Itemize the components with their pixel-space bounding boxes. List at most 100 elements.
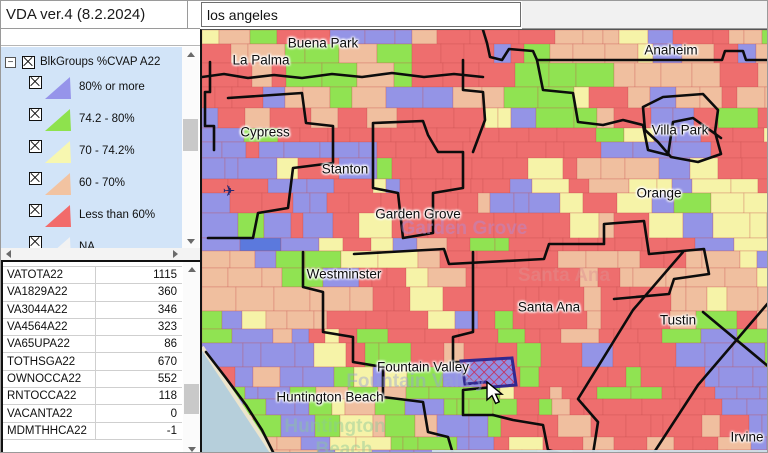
field-value-cell: 552 — [95, 370, 182, 388]
left-panel: − BlkGroups %CVAP A22 80% or more 74.2 - … — [1, 29, 200, 452]
table-row[interactable]: VACANTA22 0 — [3, 405, 182, 423]
city-label: Villa Park — [651, 122, 709, 138]
table-row[interactable]: VA1829A22 360 — [3, 284, 182, 302]
city-label: Garden Grove — [375, 206, 461, 222]
legend-item-checkbox-icon[interactable] — [29, 140, 42, 153]
legend-vscrollbar[interactable] — [182, 47, 199, 248]
field-value-cell: 86 — [95, 336, 182, 353]
field-name-cell: VA3044A22 — [7, 303, 68, 316]
city-watermark-label: Santa Ana — [517, 265, 611, 286]
legend-item-label: NA — [79, 241, 95, 248]
attribute-table: VATOTA22 1115 VA1829A22 360 VA3044A22 346 VA45… — [1, 260, 200, 452]
city-label: Santa Ana — [517, 299, 581, 315]
legend-item: 74.2 - 80% — [1, 105, 182, 137]
field-name-cell: VATOTA22 — [7, 269, 64, 282]
table-row[interactable]: VA4564A22 323 — [3, 318, 182, 337]
scroll-left-icon[interactable] — [1, 248, 15, 260]
field-name-cell: OWNOCCA22 — [7, 372, 82, 385]
city-label: Anaheim — [644, 42, 698, 58]
field-value-cell: 360 — [95, 284, 182, 301]
legend-item: Less than 60% — [1, 201, 182, 233]
table-row[interactable]: RNTOCCA22 118 — [3, 388, 182, 406]
field-value-cell: 670 — [95, 353, 182, 370]
field-value-cell: 346 — [95, 301, 182, 318]
legend-color-swatch — [45, 205, 71, 227]
city-label: Tustin — [659, 312, 697, 328]
legend-vscroll-thumb[interactable] — [183, 119, 198, 151]
titlebar-gap — [188, 1, 200, 29]
legend-item-checkbox-icon[interactable] — [29, 204, 42, 217]
field-name-cell: VA1829A22 — [7, 286, 68, 299]
legend-hscrollbar[interactable] — [1, 248, 182, 260]
legend-item: NA — [1, 233, 182, 248]
legend-item-label: 80% or more — [79, 81, 145, 93]
legend-item: 70 - 74.2% — [1, 137, 182, 169]
field-value-cell: -1 — [95, 422, 182, 439]
legend-panel: − BlkGroups %CVAP A22 80% or more 74.2 - … — [1, 47, 182, 248]
legend-color-swatch — [45, 141, 71, 163]
field-value-cell: 118 — [95, 388, 182, 405]
topbar-empty-area — [522, 1, 767, 29]
field-name-cell: RNTOCCA22 — [7, 390, 77, 403]
legend-layer-row[interactable]: − BlkGroups %CVAP A22 — [1, 47, 182, 73]
field-name-cell: VA4564A22 — [7, 321, 68, 334]
legend-item-checkbox-icon[interactable] — [29, 172, 42, 185]
airport-icon: ✈ — [222, 183, 236, 200]
scroll-down-icon[interactable] — [183, 442, 200, 452]
search-input[interactable] — [201, 2, 521, 27]
legend-item-label: 74.2 - 80% — [79, 113, 135, 125]
field-value-cell: 0 — [95, 405, 182, 422]
city-label: Cypress — [240, 124, 290, 140]
collapse-icon[interactable]: − — [5, 56, 16, 68]
city-label: Orange — [636, 185, 682, 201]
legend-color-swatch — [45, 109, 71, 131]
city-label: Westminster — [306, 266, 382, 282]
legend-item-checkbox-icon[interactable] — [29, 236, 42, 248]
city-watermark-label: Fountain Valley — [346, 371, 486, 392]
map-hscrollbar[interactable] — [432, 450, 767, 452]
table-row[interactable]: VA65UPA22 86 — [3, 336, 182, 354]
table-row[interactable]: TOTHSGA22 670 — [3, 353, 182, 371]
city-label: Fountain Valley — [376, 359, 470, 375]
legend-item-label: Less than 60% — [79, 209, 156, 221]
map-viewport[interactable]: Garden Grove Santa Ana Fountain Valley Hunt… — [200, 29, 767, 453]
field-name-cell: TOTHSGA22 — [7, 355, 76, 368]
legend-item-label: 70 - 74.2% — [79, 145, 135, 157]
city-label: Irvine — [730, 429, 764, 445]
legend-color-swatch — [45, 77, 71, 99]
legend-color-swatch — [45, 173, 71, 195]
field-name-cell: VACANTA22 — [7, 407, 73, 420]
table-row[interactable]: VATOTA22 1115 — [3, 267, 182, 285]
legend-item: 80% or more — [1, 73, 182, 105]
legend-item-checkbox-icon[interactable] — [29, 108, 42, 121]
table-vscrollbar[interactable] — [183, 262, 200, 452]
scroll-up-icon[interactable] — [183, 262, 200, 276]
table-row[interactable]: MDMTHHCA22 -1 — [3, 422, 182, 440]
field-value-cell: 1115 — [95, 267, 182, 284]
legend-item-checkbox-icon[interactable] — [29, 76, 42, 89]
city-watermark-label: Beach — [315, 439, 373, 453]
table-vscroll-thumb[interactable] — [184, 384, 199, 414]
table-row[interactable]: VA3044A22 346 — [3, 301, 182, 319]
legend-color-swatch — [45, 237, 71, 248]
legend-layer-label: BlkGroups %CVAP A22 — [40, 56, 161, 68]
scroll-up-icon[interactable] — [182, 47, 199, 61]
city-label: La Palma — [232, 52, 290, 68]
city-watermark-label: Huntington — [284, 416, 386, 437]
scroll-down-icon[interactable] — [182, 234, 199, 248]
scroll-right-icon[interactable] — [168, 248, 182, 260]
legend-item-label: 60 - 70% — [79, 177, 126, 189]
toolbar-strip — [1, 29, 200, 46]
city-watermark-label: Garden Grove — [400, 218, 528, 239]
city-label: Stanton — [321, 161, 369, 177]
legend-item: 60 - 70% — [1, 169, 182, 201]
app-title: VDA ver.4 (8.2.2024) — [1, 1, 188, 29]
field-name-cell: VA65UPA22 — [7, 338, 70, 351]
field-name-cell: MDMTHHCA22 — [7, 424, 87, 437]
city-label: Buena Park — [287, 35, 359, 51]
table-row[interactable]: OWNOCCA22 552 — [3, 370, 182, 389]
layer-checkbox-icon[interactable] — [22, 55, 35, 69]
city-label: Huntington Beach — [276, 389, 384, 405]
scroll-corner — [182, 248, 200, 260]
